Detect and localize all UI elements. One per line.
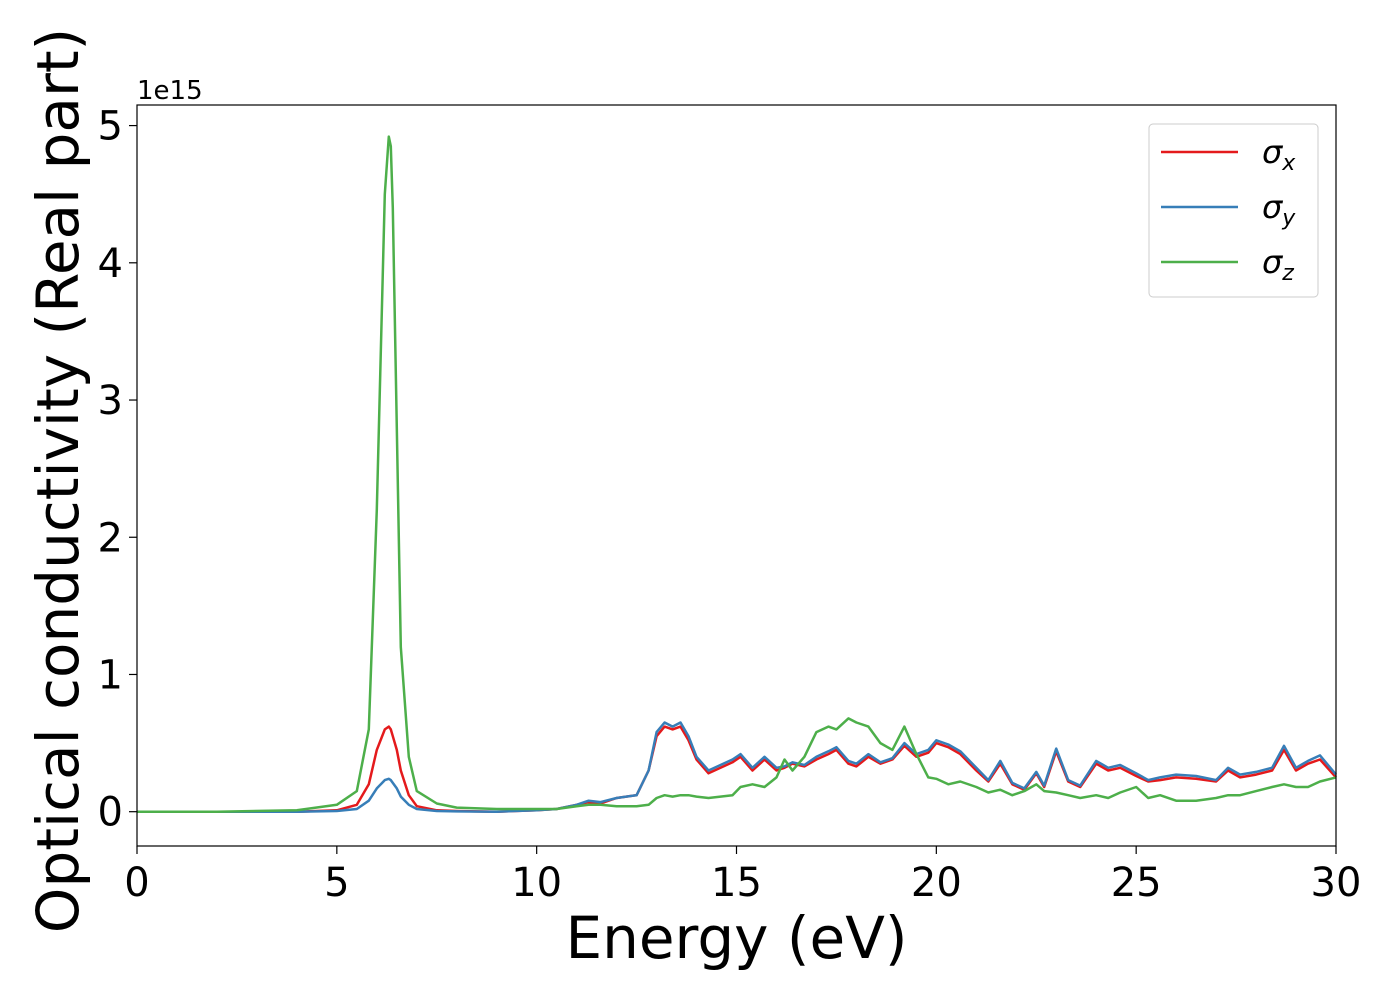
y-tick-label: 4 [98,241,123,287]
y-tick-label: 2 [98,515,123,561]
x-tick-label: 5 [324,860,349,906]
y-tick-label: 1 [98,652,123,698]
x-tick-label: 30 [1311,860,1362,906]
series-line-z [137,135,1337,813]
x-tick-label: 25 [1111,860,1162,906]
y-axis-title: Optical conductivity (Real part) [24,28,92,933]
legend: σx σy σz [1148,123,1319,298]
y-tick-label: 3 [98,378,123,424]
series-line-y [137,721,1337,813]
y-axis-ticks: 0 1 2 3 4 5 [98,104,137,836]
x-tick-label: 0 [124,860,149,906]
series-line-x [137,725,1337,813]
y-tick-label: 5 [98,104,123,150]
y-tick-label: 0 [98,790,123,836]
x-tick-label: 10 [511,860,562,906]
x-tick-label: 15 [711,860,762,906]
legend-box [1148,123,1319,298]
legend-label-y: σy [1262,188,1296,231]
x-tick-label: 20 [911,860,962,906]
legend-label-z: σz [1262,243,1294,286]
y-axis-offset-label: 1e15 [137,76,203,106]
series-layer [137,135,1337,813]
x-axis-ticks: 0 5 10 15 20 25 30 [124,846,1361,906]
legend-label-x: σx [1262,133,1296,176]
x-axis-title: Energy (eV) [565,904,907,972]
